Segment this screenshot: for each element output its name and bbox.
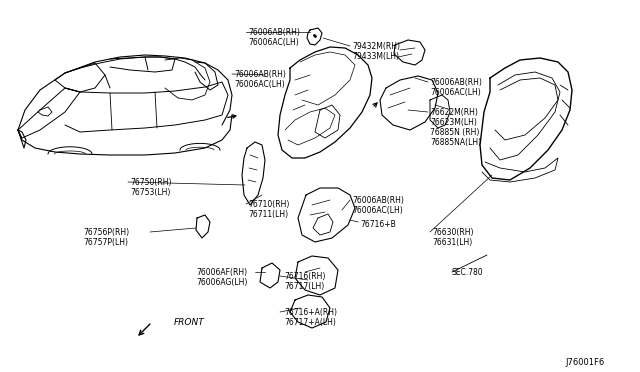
- Text: 76622M(RH): 76622M(RH): [430, 108, 478, 117]
- Text: 76716+B: 76716+B: [360, 220, 396, 229]
- Text: 76756P(RH): 76756P(RH): [83, 228, 129, 237]
- Text: 76710(RH): 76710(RH): [248, 200, 289, 209]
- Text: 76006AC(LH): 76006AC(LH): [234, 80, 285, 89]
- Text: 76757P(LH): 76757P(LH): [83, 238, 128, 247]
- Text: 76717+A(LH): 76717+A(LH): [284, 318, 336, 327]
- Text: 76006AB(RH): 76006AB(RH): [234, 70, 286, 79]
- Text: J76001F6: J76001F6: [565, 358, 604, 367]
- Text: 76631(LH): 76631(LH): [432, 238, 472, 247]
- Text: 76006AF(RH): 76006AF(RH): [196, 268, 247, 277]
- Text: 76006AB(RH): 76006AB(RH): [248, 28, 300, 37]
- Text: 76750(RH): 76750(RH): [130, 178, 172, 187]
- Text: 76716(RH): 76716(RH): [284, 272, 325, 281]
- Text: 76006AC(LH): 76006AC(LH): [248, 38, 299, 47]
- Text: 76623M(LH): 76623M(LH): [430, 118, 477, 127]
- Text: 76885NA(LH): 76885NA(LH): [430, 138, 481, 147]
- Text: 79432M(RH): 79432M(RH): [352, 42, 400, 51]
- Text: 76006AC(LH): 76006AC(LH): [430, 88, 481, 97]
- Text: 76711(LH): 76711(LH): [248, 210, 288, 219]
- Text: FRONT: FRONT: [174, 318, 205, 327]
- Text: 76753(LH): 76753(LH): [130, 188, 170, 197]
- Text: 76006AB(RH): 76006AB(RH): [430, 78, 482, 87]
- Text: SEC.780: SEC.780: [452, 268, 484, 277]
- Text: 76630(RH): 76630(RH): [432, 228, 474, 237]
- Text: 76885N (RH): 76885N (RH): [430, 128, 479, 137]
- Text: 76716+A(RH): 76716+A(RH): [284, 308, 337, 317]
- Text: 79433M(LH): 79433M(LH): [352, 52, 399, 61]
- Text: 76717(LH): 76717(LH): [284, 282, 324, 291]
- Text: 76006AG(LH): 76006AG(LH): [196, 278, 248, 287]
- Text: 76006AB(RH): 76006AB(RH): [352, 196, 404, 205]
- Text: 76006AC(LH): 76006AC(LH): [352, 206, 403, 215]
